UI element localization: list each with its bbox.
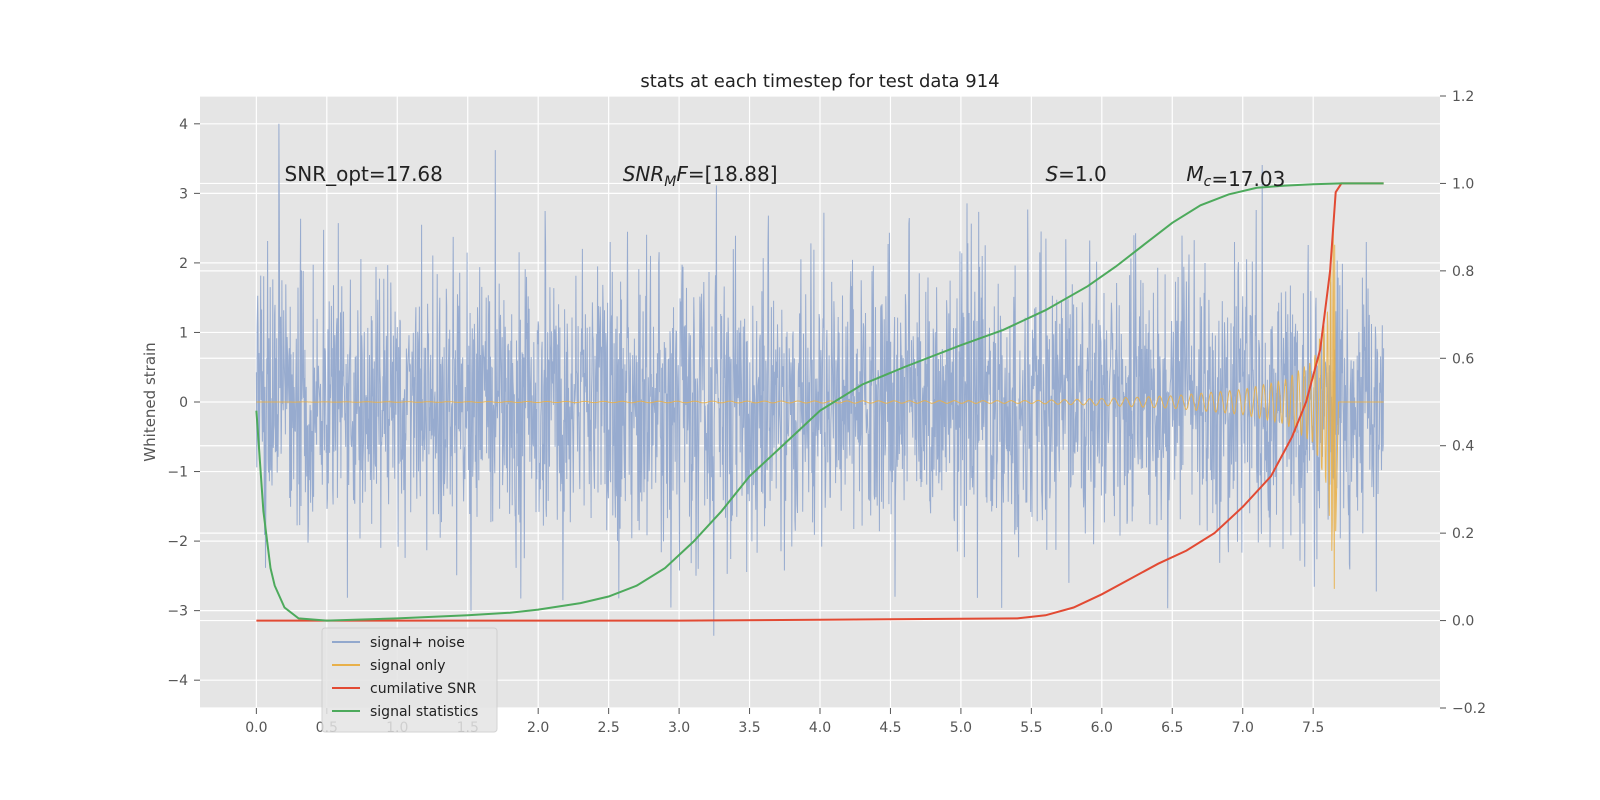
annotations: SNR_opt=17.68 SNRMF=[18.88] S=1.0 Mc=17.03 xyxy=(285,162,1286,191)
x-tick-label: 2.5 xyxy=(598,720,620,736)
series-line-signal-statistics xyxy=(255,182,1384,622)
legend-label: signal+ noise xyxy=(370,635,465,651)
series-line-cumulative-snr xyxy=(256,182,1384,622)
y2-tick-label: 0.0 xyxy=(1452,614,1474,630)
legend-label: signal statistics xyxy=(370,704,478,720)
y2-tick-label: 1.0 xyxy=(1452,176,1474,192)
y-tick-label: 1 xyxy=(179,325,188,341)
y2-tick-label: 0.2 xyxy=(1452,526,1474,542)
stat-annotation: SNRMF=[18.88] xyxy=(623,162,778,190)
y-tick-label: 3 xyxy=(179,186,188,202)
series-line-signal-noise xyxy=(255,123,1385,636)
y-tick-label: −2 xyxy=(167,534,188,550)
y2-tick-label: 0.6 xyxy=(1452,351,1474,367)
x-tick-label: 7.5 xyxy=(1302,720,1324,736)
y2-tick-label: 0.4 xyxy=(1452,439,1474,455)
x-tick-label: 4.0 xyxy=(809,720,831,736)
x-tick-label: 4.5 xyxy=(879,720,901,736)
stat-annotation: SNR_opt=17.68 xyxy=(285,162,443,186)
y-tick-label: −3 xyxy=(167,604,188,620)
legend-box xyxy=(321,627,498,733)
x-tick-label: 3.0 xyxy=(668,720,690,736)
y2-tick-label: 1.2 xyxy=(1452,89,1474,105)
y2-tick-label: 0.8 xyxy=(1452,264,1474,280)
y-tick-label: 0 xyxy=(179,395,188,411)
chart-title: stats at each timestep for test data 914 xyxy=(640,71,999,92)
stat-annotation: S=1.0 xyxy=(1045,162,1106,186)
y-tick-label: 4 xyxy=(179,117,188,133)
x-tick-label: 3.5 xyxy=(738,720,760,736)
data-layer xyxy=(255,123,1385,636)
legend-label: signal only xyxy=(370,658,445,674)
y-tick-label: −1 xyxy=(167,465,188,481)
y2-tick-label: −0.2 xyxy=(1452,701,1486,717)
x-tick-label: 5.5 xyxy=(1020,720,1042,736)
x-tick-label: 2.0 xyxy=(527,720,549,736)
legend: signal+ noise signal only cumilative SNR si… xyxy=(321,627,498,733)
y-axis-label: Whitened strain xyxy=(141,342,159,461)
stat-annotation: Mc=17.03 xyxy=(1186,162,1285,191)
x-tick-label: 6.0 xyxy=(1091,720,1113,736)
series-line-signal-only xyxy=(256,224,1384,589)
legend-label: cumilative SNR xyxy=(370,681,477,697)
x-tick-label: 6.5 xyxy=(1161,720,1183,736)
y-tick-label: −4 xyxy=(167,673,188,689)
y-tick-label: 2 xyxy=(179,256,188,272)
x-tick-label: 7.0 xyxy=(1232,720,1254,736)
x-tick-label: 5.0 xyxy=(950,720,972,736)
x-tick-label: 0.0 xyxy=(245,720,267,736)
